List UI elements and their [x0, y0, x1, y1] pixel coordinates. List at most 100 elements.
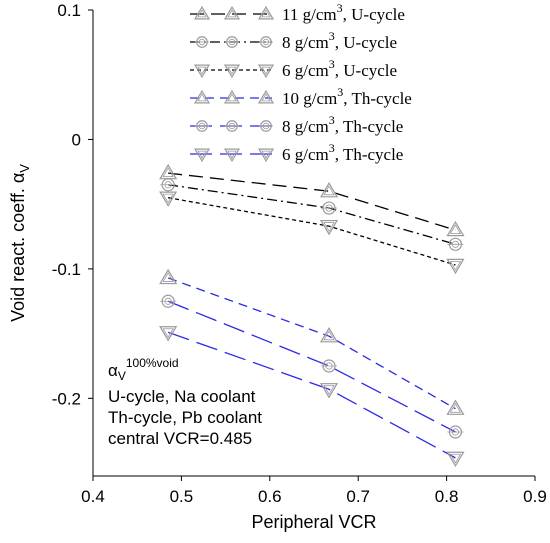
annotation-alpha: αV100%void: [108, 356, 179, 383]
x-tick-label: 0.6: [258, 487, 282, 506]
legend-marker-inner: [261, 150, 271, 159]
legend-label-sup: 3: [329, 57, 335, 71]
legend-label: 11 g/cm3, U-cycle: [282, 1, 405, 24]
legend-marker-inner: [197, 66, 207, 75]
legend-label: 6 g/cm3, Th-cycle: [282, 141, 403, 164]
data-point: [319, 383, 339, 399]
legend-marker: [223, 5, 241, 20]
data-point: [446, 399, 465, 415]
data-point: [446, 258, 465, 275]
legend-marker: [257, 64, 275, 79]
legend-label-suffix: , Th-cycle: [335, 145, 404, 164]
legend-marker: [193, 5, 211, 20]
y-tick-label: -0.2: [52, 389, 81, 408]
legend-marker-inner: [227, 66, 237, 75]
legend-label: 6 g/cm3, U-cycle: [282, 57, 397, 80]
legend-marker: [193, 89, 211, 104]
legend-label-name: 6 g/cm: [282, 61, 329, 80]
legend-marker-inner: [197, 9, 207, 18]
data-point-inner: [323, 222, 335, 232]
series-line: [168, 172, 456, 231]
legend-marker: [223, 148, 241, 163]
data-point: [319, 219, 339, 236]
series-line: [167, 331, 456, 459]
x-axis-label: Peripheral VCR: [251, 512, 376, 532]
data-point-inner: [162, 272, 174, 282]
legend-label-name: 10 g/cm: [282, 89, 337, 108]
legend-label: 8 g/cm3, U-cycle: [282, 29, 397, 52]
legend-label-suffix: , U-cycle: [343, 5, 405, 24]
legend-label-name: 11 g/cm: [282, 5, 337, 24]
x-tick-label: 0.4: [81, 487, 105, 506]
y-tick-label: 0: [72, 130, 81, 149]
axes: 0.4 0.5 0.6 0.7 0.8 0.9 0.1 0 -0.1 -0.2 Peripher…: [8, 1, 547, 532]
legend-label-suffix: , U-cycle: [335, 33, 397, 52]
legend-marker: [193, 148, 211, 163]
y-axis-label-sub: V: [17, 164, 32, 173]
legend-item-4: 10 g/cm3, Th-cycle: [190, 85, 412, 108]
data-point-inner: [162, 167, 174, 178]
legend-label-suffix: , Th-cycle: [335, 117, 404, 136]
data-point-inner: [323, 385, 335, 396]
legend-label-sup: 3: [329, 29, 335, 43]
legend-marker-inner: [261, 93, 271, 102]
x-ticks: 0.4 0.5 0.6 0.7 0.8 0.9: [81, 476, 547, 506]
annotation-line-3: central VCR=0.485: [108, 429, 252, 448]
legend-label-name: 6 g/cm: [282, 145, 329, 164]
legend-label-suffix: , Th-cycle: [343, 89, 412, 108]
data-point: [159, 191, 178, 207]
legend-item-2: 8 g/cm3, U-cycle: [190, 29, 397, 52]
x-tick-label: 0.8: [435, 487, 459, 506]
data-point: [159, 268, 178, 285]
annotation-alpha-symbol: α: [108, 361, 118, 380]
legend-marker-inner: [227, 9, 237, 18]
legend-item-6: 6 g/cm3, Th-cycle: [190, 141, 403, 164]
data-point: [319, 182, 339, 198]
x-tick-label: 0.9: [523, 487, 547, 506]
data-point: [446, 220, 465, 237]
annotation-alpha-sub: V: [118, 369, 126, 383]
data-point: [319, 327, 339, 343]
y-axis-label: Void react. coeff. αV: [8, 164, 32, 322]
series-layer: [159, 163, 465, 468]
legend-marker: [257, 89, 275, 104]
legend-marker: [193, 64, 211, 79]
series-line: [168, 184, 456, 245]
data-point: [159, 326, 178, 342]
annotation-line-2: Th-cycle, Pb coolant: [108, 408, 262, 427]
legend-item-5: 8 g/cm3, Th-cycle: [190, 113, 403, 136]
y-tick-label: 0.1: [57, 1, 81, 20]
annotation-line-1: U-cycle, Na coolant: [108, 387, 256, 406]
legend-label-sup: 3: [337, 1, 343, 15]
annotation-box: αV100%void U-cycle, Na coolant Th-cycle,…: [108, 356, 262, 448]
data-point-inner: [449, 453, 462, 464]
series-line: [167, 277, 456, 410]
legend-label: 10 g/cm3, Th-cycle: [282, 85, 412, 108]
legend-marker-inner: [197, 150, 207, 159]
legend-label-sup: 3: [329, 141, 335, 155]
y-axis-label-text: Void react. coeff. α: [8, 173, 28, 322]
legend-marker-inner: [227, 93, 237, 102]
legend-marker-inner: [197, 93, 207, 102]
x-tick-label: 0.7: [346, 487, 370, 506]
series-3: [159, 191, 465, 275]
y-ticks: 0.1 0 -0.1 -0.2: [52, 1, 93, 408]
legend-marker: [223, 89, 241, 104]
legend-label-sup: 3: [329, 113, 335, 127]
series-5: [160, 294, 464, 439]
legend-marker: [257, 148, 275, 163]
legend-marker: [223, 64, 241, 79]
data-point-inner: [323, 185, 335, 196]
legend-item-3: 6 g/cm3, U-cycle: [190, 57, 397, 80]
x-tick-label: 0.5: [170, 487, 194, 506]
legend-label-name: 8 g/cm: [282, 33, 329, 52]
annotation-alpha-sup: 100%void: [126, 356, 179, 370]
legend-label: 8 g/cm3, Th-cycle: [282, 113, 403, 136]
legend-label-name: 8 g/cm: [282, 117, 329, 136]
legend-marker: [257, 5, 275, 20]
legend-label-sup: 3: [337, 85, 343, 99]
data-point-inner: [449, 224, 462, 235]
data-point: [446, 451, 465, 468]
